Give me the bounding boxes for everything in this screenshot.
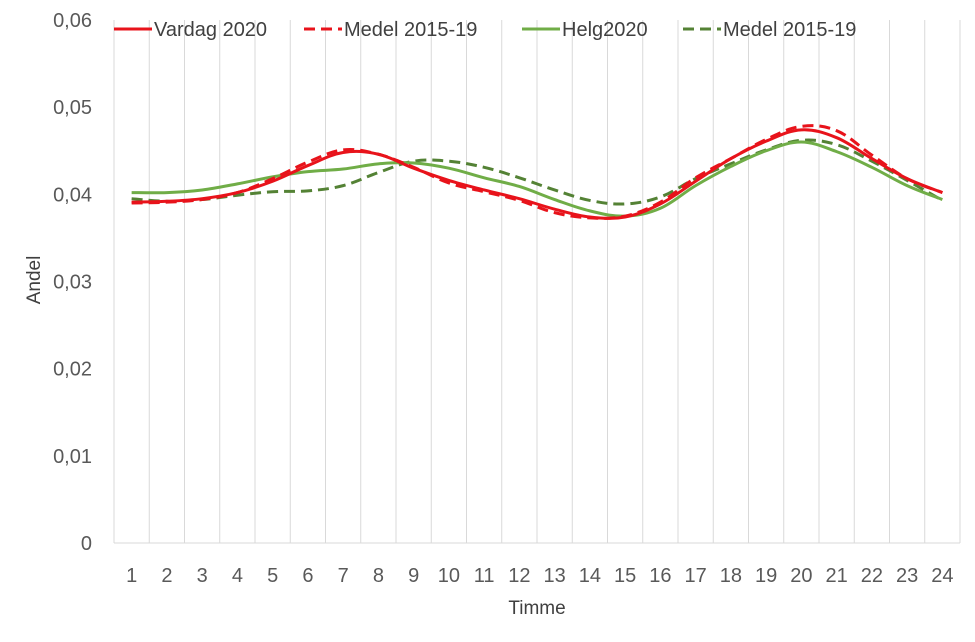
series-line	[131, 128, 943, 220]
x-tick-label: 11	[474, 565, 495, 587]
series-layer	[131, 124, 944, 220]
x-tick-label: 16	[649, 565, 671, 587]
x-tick-label: 6	[302, 565, 313, 587]
series-line	[131, 124, 943, 220]
x-tick-label: 12	[508, 565, 530, 587]
x-tick-label: 2	[161, 565, 172, 587]
x-tick-label: 13	[544, 565, 566, 587]
x-tick-label: 19	[755, 565, 777, 587]
series-line	[131, 138, 944, 206]
x-tick-label: 20	[790, 565, 812, 587]
x-tick-label: 18	[720, 565, 742, 587]
x-tick-label: 24	[931, 565, 953, 587]
legend-label: Helg2020	[562, 19, 648, 41]
y-tick-label: 0,05	[53, 97, 92, 119]
legend-label: Vardag 2020	[154, 19, 267, 41]
x-axis-title: Timme	[508, 598, 565, 619]
y-tick-label: 0	[81, 533, 92, 555]
series-line	[131, 140, 943, 218]
x-tick-label: 8	[373, 565, 384, 587]
y-axis-title: Andel	[24, 256, 45, 305]
x-tick-label: 10	[438, 565, 460, 587]
x-tick-label: 14	[579, 565, 601, 587]
x-tick-label: 15	[614, 565, 636, 587]
x-tick-label: 21	[826, 565, 848, 587]
x-tick-label: 3	[197, 565, 208, 587]
legend-label: Medel 2015-19	[344, 19, 477, 41]
y-tick-label: 0,06	[53, 10, 92, 32]
x-tick-label: 9	[408, 565, 419, 587]
axis-layer: 00,010,020,030,040,050,061 2 3 4 5 6 7 8 9 10 11 12…	[53, 10, 960, 587]
y-tick-label: 0,01	[53, 446, 92, 468]
x-tick-label: 7	[338, 565, 349, 587]
x-tick-label: 4	[232, 565, 243, 587]
y-tick-label: 0,03	[53, 272, 92, 294]
legend: Vardag 2020 Medel 2015-19 Helg2020 Medel 20…	[114, 19, 856, 41]
x-tick-label: 23	[896, 565, 918, 587]
y-tick-label: 0,04	[53, 184, 92, 206]
x-tick-label: 22	[861, 565, 883, 587]
y-tick-label: 0,02	[53, 359, 92, 381]
legend-label: Medel 2015-19	[723, 19, 856, 41]
x-tick-label: 5	[267, 565, 278, 587]
x-tick-label: 1	[126, 565, 137, 587]
x-tick-label: 17	[685, 565, 707, 587]
grid-layer	[113, 20, 961, 543]
